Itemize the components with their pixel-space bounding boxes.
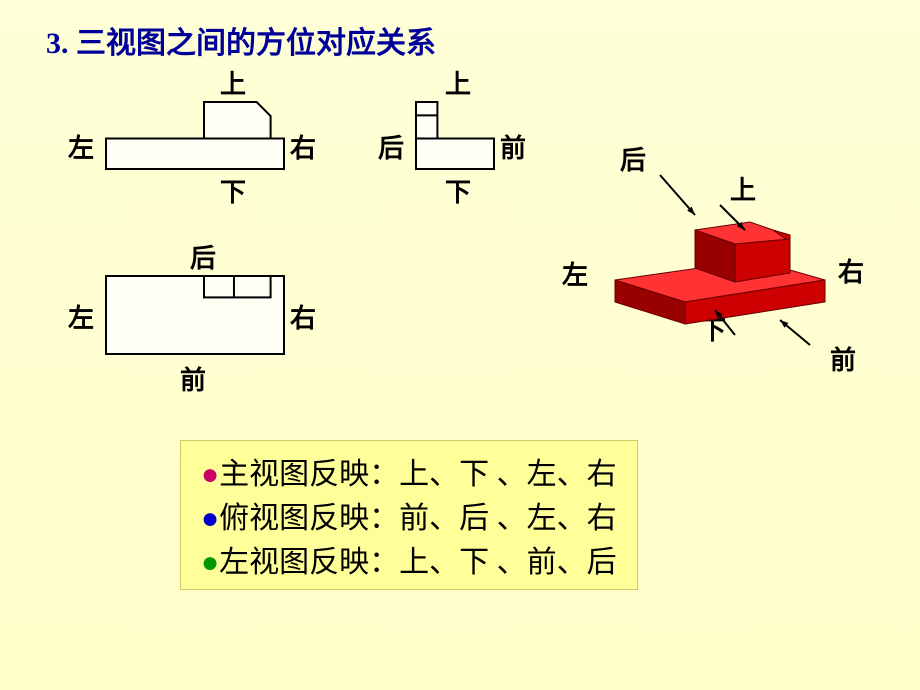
iso-view-diagram	[585, 160, 845, 360]
summary-text: 左视图反映：上、下 、前、后	[219, 546, 617, 579]
front-view-label-left: 左	[68, 128, 94, 165]
side-view-label-bottom: 下	[445, 172, 471, 209]
bullet-icon: ●	[201, 458, 219, 491]
top-view-label-right: 右	[290, 298, 316, 335]
summary-line: ●主视图反映：上、下 、左、右	[201, 449, 617, 493]
summary-text: 主视图反映：上、下 、左、右	[219, 458, 617, 491]
side-view-diagram	[415, 100, 495, 170]
side-view-label-top: 上	[445, 64, 471, 101]
front-view-label-bottom: 下	[220, 172, 246, 209]
front-view-label-top: 上	[220, 64, 246, 101]
front-view-label-right: 右	[290, 128, 316, 165]
side-view-label-left: 后	[378, 128, 404, 165]
top-view-label-left: 左	[68, 298, 94, 335]
summary-line: ●左视图反映：上、下 、前、后	[201, 537, 617, 581]
bullet-icon: ●	[201, 502, 219, 535]
page-title: 3. 三视图之间的方位对应关系	[46, 18, 436, 62]
front-view-diagram	[105, 100, 285, 170]
top-view-label-bottom: 前	[180, 360, 206, 397]
bullet-icon: ●	[201, 546, 219, 579]
summary-text: 俯视图反映：前、后 、左、右	[219, 502, 617, 535]
side-view-label-right: 前	[500, 128, 526, 165]
summary-line: ●俯视图反映：前、后 、左、右	[201, 493, 617, 537]
top-view-diagram	[105, 275, 285, 355]
summary-box: ●主视图反映：上、下 、左、右●俯视图反映：前、后 、左、右●左视图反映：上、下…	[180, 440, 638, 590]
top-view-label-top: 后	[190, 238, 216, 275]
